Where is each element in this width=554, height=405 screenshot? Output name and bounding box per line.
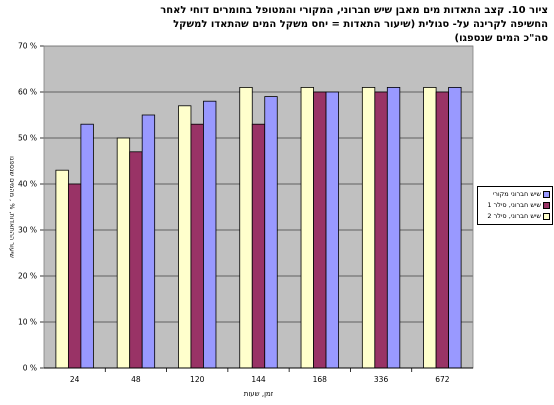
bar-1-144 [239, 87, 253, 369]
y-tick-label: 50 % [18, 134, 37, 143]
bar-1-336 [361, 87, 376, 369]
legend-item-1: שיש חברוני מקורי [480, 189, 550, 200]
legend-label-2: שיש חברוני, סילר 1 [487, 201, 541, 209]
legend-item-2: שיש חברוני, סילר 1 [480, 200, 550, 211]
bar-1-120 [178, 105, 192, 369]
bar-3-168 [325, 91, 339, 369]
y-tick-label: 0 % [23, 364, 37, 373]
bar-3-120 [203, 100, 217, 369]
y-tick-label: 70 % [18, 42, 37, 51]
title-line-3: סה"כ המים שנספגו) [454, 33, 548, 44]
x-tick-label: 24 [70, 375, 80, 384]
legend: שיש חברוני מקורי שיש חברוני, סילר 1 שיש … [477, 186, 553, 225]
chart-title: ציור 10. קצב התאדות מים מאבן שיש חברוני,… [6, 4, 548, 46]
bar-2-168 [313, 91, 327, 369]
title-line-2: החשיפה לקרינה על- סגולית (שיעור התאדות =… [173, 19, 548, 30]
bar-1-24 [55, 169, 69, 369]
x-tick-label: 144 [251, 375, 266, 384]
bar-2-336 [374, 91, 388, 369]
legend-item-3: שיש חברוני, סילר 2 [480, 211, 550, 222]
legend-label-1: שיש חברוני מקורי [492, 190, 541, 198]
legend-swatch-3 [543, 213, 550, 220]
x-axis-title: זמן, שעות [244, 390, 274, 398]
bar-3-336 [386, 87, 401, 369]
y-tick-label: 30 % [18, 226, 37, 235]
bar-2-672 [435, 91, 450, 369]
bar-2-144 [251, 123, 266, 369]
x-tick-label: 336 [374, 375, 389, 384]
bar-1-168 [300, 87, 314, 369]
y-axis-title: שיעור ההתאדות, % , מהמים שנספגו [8, 156, 16, 258]
bar-2-48 [129, 151, 143, 369]
x-tick-label: 120 [190, 375, 205, 384]
y-tick-label: 20 % [18, 272, 37, 281]
bar-1-672 [423, 87, 437, 369]
legend-label-3: שיש חברוני, סילר 2 [487, 212, 541, 220]
legend-swatch-1 [543, 191, 550, 198]
y-tick-label: 10 % [18, 318, 37, 327]
x-tick-label: 168 [313, 375, 328, 384]
y-tick-label: 40 % [18, 180, 37, 189]
bar-3-24 [80, 123, 94, 369]
legend-swatch-2 [543, 202, 550, 209]
bar-3-672 [448, 87, 462, 369]
bar-2-120 [190, 123, 204, 369]
bar-1-48 [116, 137, 131, 369]
y-tick-label: 60 % [18, 88, 37, 97]
x-tick-label: 672 [435, 375, 450, 384]
bar-2-24 [67, 183, 82, 369]
x-tick-label: 48 [131, 375, 141, 384]
bar-3-48 [141, 114, 156, 369]
title-line-1: ציור 10. קצב התאדות מים מאבן שיש חברוני,… [160, 5, 548, 16]
bar-3-144 [264, 96, 278, 369]
